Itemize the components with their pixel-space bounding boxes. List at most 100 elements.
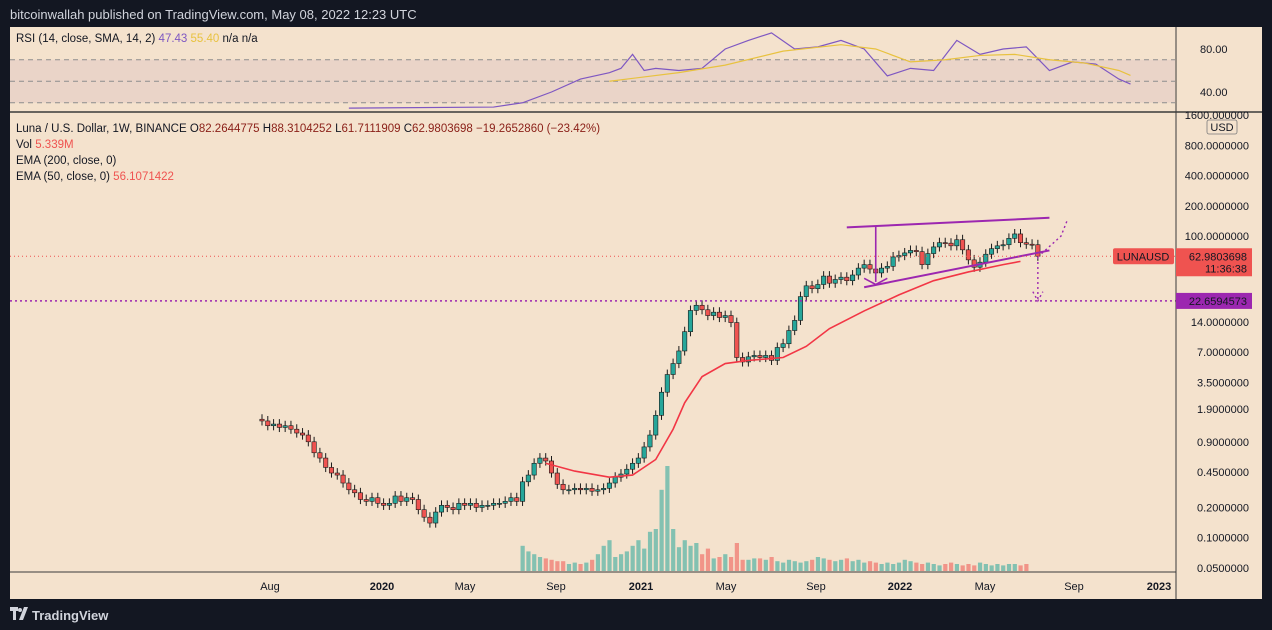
volume-bar [937,565,942,571]
candle-body [444,505,450,508]
candle-body [838,276,844,280]
rsi-legend-value: 47.43 [158,33,188,45]
volume-bar [914,562,919,571]
candle-body [925,253,931,265]
rsi-tick-label: 80.00 [1200,44,1228,56]
candle-body [537,457,543,464]
candle-body [334,472,340,476]
candle-body [433,511,439,524]
candle-body [520,481,526,502]
volume-bar [543,558,548,571]
volume-bar [960,565,965,571]
rsi-tick-label: 40.00 [1200,87,1228,99]
time-tick-label: 2023 [1147,581,1171,593]
candle-body [606,482,612,489]
volume-bar [827,559,832,571]
volume-bar [647,531,653,571]
candle-body [346,482,352,491]
candle-body [1023,242,1029,245]
candle-body [734,322,740,358]
candle-body [936,242,942,248]
volume-bar [566,564,572,571]
candle-body [884,266,890,269]
candle-body [1006,238,1012,246]
chart-panel[interactable]: 80.00 40.00 1600.000000 800.0000000 400.0000… [10,27,1262,599]
volume-bar [902,559,907,571]
candle-body [815,284,821,289]
volume-bar [792,561,797,571]
high-value: 88.3104252 [271,123,332,135]
volume-bar [804,561,809,571]
rsi-legend-na1: n/a [222,33,239,45]
candle-body [462,502,468,506]
ema50-label: EMA (50, close, 0) [16,171,110,183]
candle-body [786,330,792,345]
candle-body [890,256,896,267]
candle-body [1017,233,1023,243]
volume-bar [925,562,931,571]
volume-bar [954,564,959,571]
price-tick-label: 800.0000000 [1185,140,1249,152]
price-tick-label: 400.0000000 [1185,171,1249,183]
chart-svg[interactable]: 80.00 40.00 1600.000000 800.0000000 400.0000… [10,27,1262,599]
volume-bar [873,562,878,571]
candle-body [844,276,850,281]
close-label: C [403,123,413,135]
candle-body [682,331,688,352]
price-tick-label: 100.0000000 [1185,231,1249,243]
candle-body [485,505,491,507]
candle-body [774,347,780,361]
volume-bar [815,557,821,571]
price-tick-label: 1.9000000 [1197,404,1249,416]
volume-bar [1018,565,1023,571]
candle-body [983,253,989,263]
volume-bar [584,562,589,571]
candle-body [641,446,647,459]
candle-body [363,499,369,502]
candle-body [525,474,531,483]
volume-bar [549,559,554,571]
time-tick-label: May [455,581,476,593]
volume-bar [624,551,629,571]
candle-body [989,248,995,255]
rsi-pane [10,27,1262,113]
candle-body [595,489,601,492]
candle-body [375,497,381,504]
candle-body [624,468,630,475]
volume-bar [821,558,826,571]
projection-up [1037,221,1068,258]
candle-body [960,239,966,251]
volume-bar [931,564,936,571]
volume-bar [908,561,913,571]
candle-body [1000,244,1006,247]
candle-body [763,355,769,358]
volume-bar [734,543,739,571]
volume-bar [862,562,867,571]
channel-upper-line [846,216,1050,229]
volume-bar [590,559,595,571]
volume-bar [943,564,948,571]
time-tick-label: 2020 [370,581,394,593]
candle-body [404,497,410,502]
time-tick-label: Aug [260,581,280,593]
candle-body [473,502,479,508]
volume-bar [775,561,780,571]
candle-body [653,415,659,436]
candle-body [757,355,763,358]
level-tag-label: 22.6594573 [1189,296,1247,308]
candle-body [305,434,311,443]
volume-bar [555,561,560,571]
candle-body [548,460,554,474]
candle-body [832,279,838,284]
volume-bar [630,545,635,571]
price-tick-label: 0.1000000 [1197,533,1249,545]
time-tick-label: Sep [1064,581,1084,593]
candle-body [809,285,815,289]
rsi-lines [348,32,1131,109]
candle-body [496,502,502,505]
volume-bar [839,559,844,571]
candle-body [913,250,919,252]
price-tick-label: 0.2000000 [1197,502,1249,514]
projection-arrow [1032,291,1044,303]
candle-body [699,304,705,311]
